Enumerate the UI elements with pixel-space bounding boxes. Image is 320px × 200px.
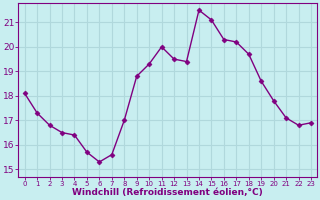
X-axis label: Windchill (Refroidissement éolien,°C): Windchill (Refroidissement éolien,°C)	[72, 188, 263, 197]
